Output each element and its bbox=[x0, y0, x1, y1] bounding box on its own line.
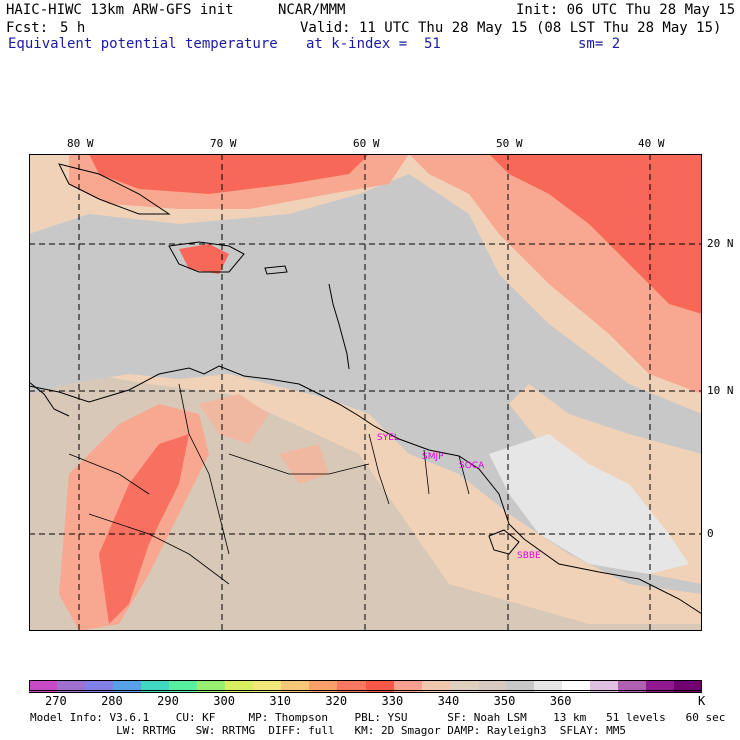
init-time: Init: 06 UTC Thu 28 May 15 bbox=[516, 2, 736, 18]
coastlines bbox=[29, 163, 702, 615]
white-patch bbox=[489, 434, 689, 574]
lon-label-40w: 40 W bbox=[638, 137, 665, 150]
south-america-coast bbox=[29, 365, 702, 615]
station-soca: SOCA bbox=[459, 461, 485, 471]
colorbar-label: 270 bbox=[45, 694, 67, 708]
red-zone-ne bbox=[489, 154, 702, 314]
theta-e-map: SYEL SMJP SOCA SBBE bbox=[29, 154, 702, 631]
map-frame bbox=[29, 154, 702, 631]
model-info-line1: Model Info: V3.6.1 CU: KF MP: Thompson P… bbox=[30, 711, 726, 724]
andes-streak-inner bbox=[99, 434, 189, 624]
borders bbox=[68, 383, 470, 585]
station-sbbe: SBBE bbox=[517, 551, 541, 561]
lon-label-70w: 70 W bbox=[210, 137, 237, 150]
amazon-mouth bbox=[488, 529, 520, 555]
level-info: at k-index = 51 bbox=[306, 36, 441, 52]
puerto-rico-coast bbox=[264, 265, 288, 275]
colorbar-label: 290 bbox=[157, 694, 179, 708]
central-america-coast bbox=[29, 381, 70, 417]
organization: NCAR/MMM bbox=[278, 2, 346, 18]
lon-label-50w: 50 W bbox=[496, 137, 523, 150]
colorbar-label: 280 bbox=[101, 694, 123, 708]
colorbar-label: 350 bbox=[493, 694, 516, 708]
colorbar-frame bbox=[29, 680, 702, 691]
graticule bbox=[29, 154, 702, 631]
hispaniola-coast bbox=[168, 241, 245, 273]
model-title: HAIC-HIWC 13km ARW-GFS init bbox=[6, 2, 234, 18]
colorbar-label: 340 bbox=[437, 694, 460, 708]
lon-label-60w: 60 W bbox=[353, 137, 380, 150]
red-zone-nw bbox=[89, 154, 369, 194]
hispaniola-red bbox=[179, 244, 229, 274]
colorbar-unit: K bbox=[698, 694, 706, 708]
cuba-coast bbox=[58, 163, 171, 215]
lesser-antilles bbox=[328, 283, 350, 370]
forecast-hour: 5 h bbox=[60, 20, 86, 36]
salmon-patch-venezuela bbox=[199, 394, 269, 444]
model-info-line2: LW: RRTMG SW: RRTMG DIFF: full KM: 2D Sm… bbox=[30, 724, 627, 737]
station-smjp: SMJP bbox=[422, 452, 444, 462]
lat-label-20n: 20 N bbox=[707, 237, 734, 250]
lat-label-10n: 10 N bbox=[707, 384, 734, 397]
forecast-label: Fcst: bbox=[6, 20, 49, 36]
lon-label-80w: 80 W bbox=[67, 137, 94, 150]
colorbar-label: 320 bbox=[325, 694, 348, 708]
lat-label-0: 0 bbox=[707, 527, 714, 540]
station-syel: SYEL bbox=[377, 433, 399, 443]
valid-time: Valid: 11 UTC Thu 28 May 15 (08 LST Thu … bbox=[300, 20, 722, 36]
smoothing-info: sm= 2 bbox=[578, 36, 621, 52]
field-name: Equivalent potential temperature bbox=[8, 36, 278, 52]
colorbar-label: 330 bbox=[381, 694, 404, 708]
colorbar-label: 300 bbox=[213, 694, 235, 708]
colorbar-label: 310 bbox=[269, 694, 292, 708]
colorbar-label: 360 bbox=[549, 694, 572, 708]
